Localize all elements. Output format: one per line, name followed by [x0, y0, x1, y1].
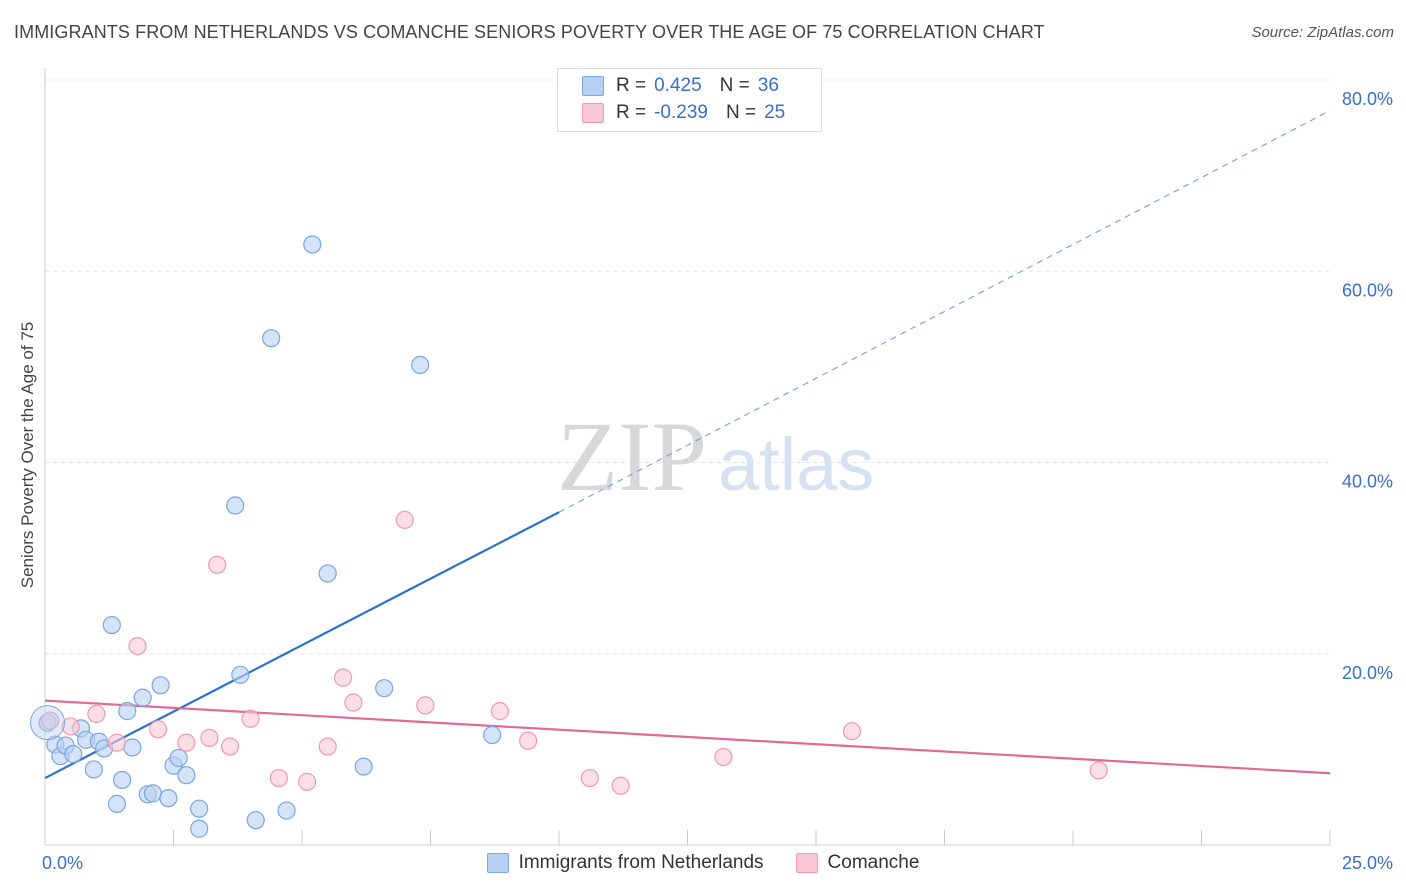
point-comanche — [148, 720, 168, 739]
point-comanche — [519, 731, 538, 750]
point-comanche — [208, 555, 227, 574]
point-netherlands — [190, 819, 209, 838]
data-points — [30, 235, 1108, 838]
point-comanche — [416, 696, 435, 715]
point-netherlands — [226, 496, 245, 515]
point-netherlands — [64, 745, 83, 764]
point-comanche — [395, 510, 414, 529]
point-comanche — [107, 733, 127, 752]
point-netherlands — [483, 725, 502, 745]
point-comanche — [318, 737, 337, 756]
point-netherlands — [303, 235, 322, 254]
legend-n-label: N = — [725, 102, 757, 123]
y-tick-label: 40.0% — [1342, 472, 1393, 492]
trend-comanche — [44, 699, 1331, 775]
point-netherlands — [411, 355, 430, 375]
point-comanche — [128, 636, 147, 656]
legend-r-value: -0.239 — [654, 102, 708, 123]
y-tick-label: 60.0% — [1342, 280, 1393, 300]
legend-swatch-blue — [582, 76, 604, 96]
series-legend-comanche: Comanche — [795, 852, 920, 874]
point-comanche — [200, 728, 219, 748]
legend-row-netherlands: R = 0.425 N = 36 — [582, 74, 779, 98]
point-netherlands — [133, 688, 152, 707]
correlation-legend: R = 0.425 N = 36 R = -0.239 N = 25 — [557, 68, 822, 132]
series-label-comanche: Comanche — [827, 852, 920, 873]
point-netherlands — [169, 748, 188, 768]
point-netherlands — [262, 329, 281, 348]
trend-netherlands — [44, 511, 560, 780]
point-netherlands — [107, 794, 127, 813]
point-netherlands — [318, 564, 337, 583]
point-comanche — [580, 768, 599, 788]
point-comanche — [344, 693, 363, 712]
watermark-zip: ZIP — [557, 401, 707, 512]
point-comanche — [1089, 761, 1108, 780]
y-tick-label: 20.0% — [1342, 663, 1393, 683]
x-tick-label-start: 0.0% — [42, 853, 83, 873]
point-comanche — [220, 737, 240, 756]
point-comanche — [61, 717, 80, 736]
point-netherlands — [112, 770, 132, 790]
point-netherlands — [375, 679, 394, 698]
trend-lines — [44, 110, 1331, 780]
watermark-atlas: atlas — [718, 423, 874, 506]
point-comanche — [842, 722, 862, 741]
series-label-netherlands: Immigrants from Netherlands — [518, 852, 764, 873]
legend-n-value: 36 — [757, 75, 779, 96]
series-swatch-blue — [486, 853, 509, 873]
point-comanche — [87, 704, 106, 724]
point-comanche — [41, 711, 60, 730]
point-comanche — [490, 702, 509, 721]
point-netherlands — [102, 615, 121, 635]
legend-r-label: R = — [616, 102, 647, 123]
point-netherlands — [231, 665, 250, 684]
gridlines — [45, 79, 1330, 655]
point-netherlands — [177, 766, 196, 785]
point-netherlands — [354, 757, 373, 776]
series-legend: Immigrants from Netherlands Comanche — [0, 852, 1406, 874]
legend-n-label: N = — [719, 75, 750, 96]
legend-n-value: 25 — [764, 102, 786, 123]
point-netherlands — [143, 784, 163, 803]
point-netherlands — [159, 789, 178, 808]
point-comanche — [611, 776, 630, 795]
legend-swatch-pink — [582, 103, 604, 123]
trend-netherlands-extrapolated — [558, 110, 1331, 513]
point-comanche — [714, 747, 733, 767]
source-credit: Source: ZipAtlas.com — [1251, 24, 1394, 41]
series-legend-netherlands: Immigrants from Netherlands — [486, 852, 764, 874]
point-comanche — [269, 768, 288, 788]
point-netherlands — [84, 760, 103, 779]
legend-row-comanche: R = -0.239 N = 25 — [582, 101, 785, 125]
point-netherlands — [277, 801, 296, 820]
legend-r-value: 0.425 — [654, 75, 702, 96]
y-tick-label: 80.0% — [1342, 89, 1393, 109]
point-netherlands — [246, 811, 265, 830]
point-netherlands — [190, 799, 209, 818]
point-netherlands — [118, 702, 137, 721]
chart-title: IMMIGRANTS FROM NETHERLANDS VS COMANCHE … — [14, 22, 1045, 42]
point-comanche — [298, 772, 317, 791]
point-comanche — [334, 668, 353, 687]
x-tick-label-end: 25.0% — [1342, 853, 1393, 873]
tick-labels: 20.0% 40.0% 60.0% 80.0% 0.0% 25.0% — [42, 89, 1393, 873]
point-netherlands-cluster — [30, 705, 66, 741]
legend-r-label: R = — [616, 75, 647, 96]
point-netherlands — [151, 676, 170, 695]
watermark: ZIP atlas — [557, 401, 874, 512]
point-netherlands — [123, 738, 142, 757]
series-swatch-pink — [795, 853, 818, 873]
point-comanche — [241, 709, 260, 728]
point-comanche — [177, 733, 196, 752]
